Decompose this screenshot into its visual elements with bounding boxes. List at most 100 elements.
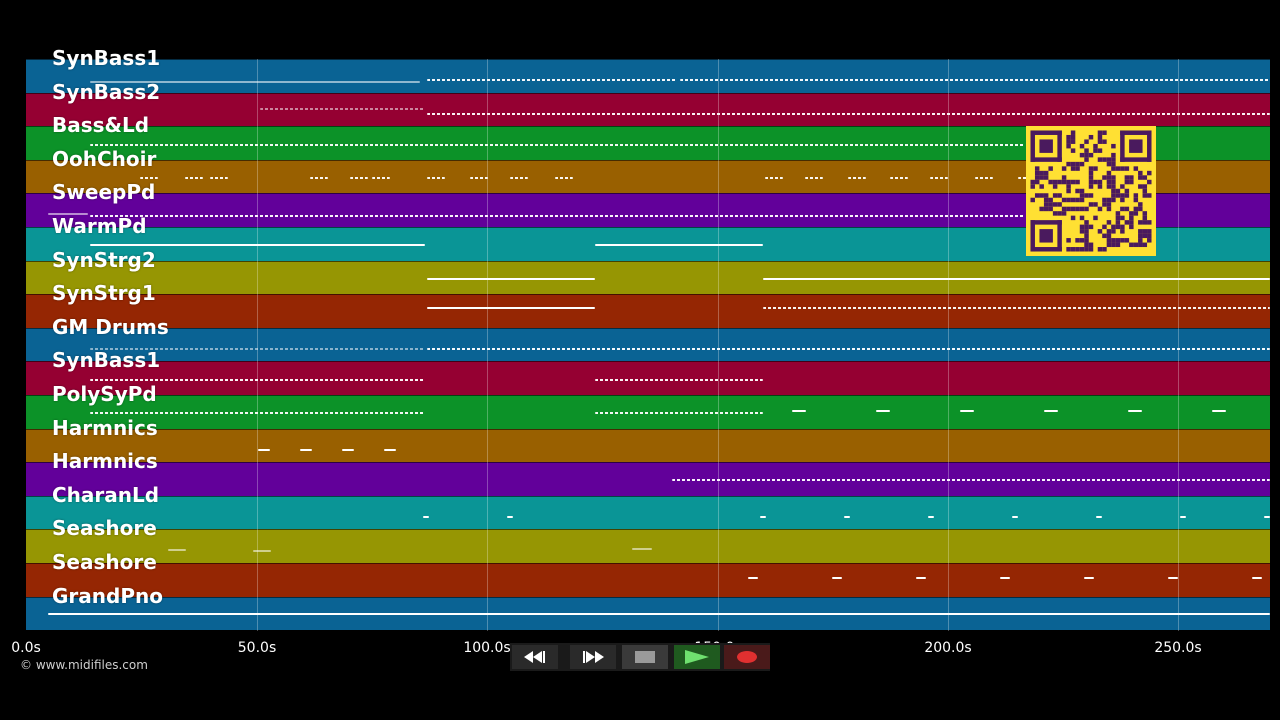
track-label: WarmPd: [52, 214, 147, 238]
copyright-credit: © www.midifiles.com: [20, 658, 148, 672]
note: [427, 347, 1270, 350]
note: [90, 81, 420, 83]
note: [48, 612, 1270, 615]
qr-code[interactable]: [1026, 126, 1156, 256]
note: [760, 515, 766, 518]
note: [470, 176, 488, 179]
note: [595, 244, 763, 246]
time-tick-label: 100.0s: [463, 640, 511, 656]
note: [960, 410, 974, 412]
gridline: [487, 59, 488, 631]
track-lane[interactable]: [26, 361, 1270, 395]
note: [210, 176, 228, 179]
track-label: SweepPd: [52, 180, 156, 205]
note: [844, 515, 850, 518]
note: [1000, 577, 1010, 579]
note: [140, 176, 158, 179]
note: [427, 277, 595, 280]
track-label: CharanLd: [52, 482, 160, 507]
note: [90, 379, 425, 382]
gridline: [948, 59, 949, 631]
note: [632, 548, 652, 551]
note: [1128, 410, 1142, 412]
track-label: SynStrg2: [52, 247, 156, 272]
note: [1264, 515, 1270, 518]
gridline: [718, 59, 719, 631]
note: [975, 176, 993, 179]
note: [1044, 410, 1058, 412]
note: [1096, 515, 1102, 518]
note: [916, 577, 926, 579]
note: [876, 410, 890, 412]
note: [507, 515, 513, 518]
note: [48, 213, 88, 216]
record-button[interactable]: [724, 645, 770, 669]
track-lane[interactable]: [26, 59, 1270, 93]
note: [384, 448, 396, 451]
note: [930, 176, 948, 179]
play-icon: [685, 650, 709, 664]
note: [805, 176, 823, 179]
note: [680, 79, 1270, 81]
note: [890, 176, 908, 179]
track-lane[interactable]: [26, 395, 1270, 429]
play-button[interactable]: [674, 645, 720, 669]
note: [792, 410, 806, 412]
note: [423, 515, 429, 518]
note: [510, 176, 528, 179]
note: [372, 176, 390, 179]
note: [253, 550, 271, 553]
time-tick-label: 250.0s: [1154, 640, 1202, 656]
note: [90, 347, 425, 350]
track-label: SynBass1: [52, 348, 161, 373]
track-lane[interactable]: [26, 462, 1270, 496]
note: [595, 379, 763, 382]
rewind-icon: [524, 651, 545, 663]
note: [672, 479, 1270, 482]
fast-forward-icon: [583, 651, 604, 663]
note: [848, 176, 866, 179]
note: [763, 307, 1270, 310]
track-label: Harmnics: [52, 415, 158, 440]
note: [90, 244, 425, 246]
note: [763, 277, 1270, 280]
track-lane[interactable]: [26, 428, 1270, 463]
note: [342, 448, 354, 451]
rewind-button[interactable]: [512, 645, 558, 669]
note: [185, 176, 203, 179]
time-tick-label: 0.0s: [11, 640, 41, 656]
track-lane[interactable]: [26, 529, 1270, 563]
note: [1252, 577, 1262, 579]
track-label: Harmnics: [52, 449, 158, 474]
note: [90, 215, 1025, 218]
gridline: [257, 59, 258, 631]
stop-icon: [635, 651, 655, 663]
track-label: OohChoir: [52, 146, 157, 171]
note: [258, 448, 270, 451]
note: [928, 515, 934, 518]
note: [260, 107, 425, 110]
track-lane[interactable]: [26, 563, 1270, 597]
track-label: SynBass2: [52, 79, 161, 104]
note: [765, 176, 783, 179]
note: [1012, 515, 1018, 518]
note: [300, 448, 312, 451]
track-lane[interactable]: [26, 260, 1270, 295]
track-label: SynBass1: [52, 46, 161, 70]
track-lane[interactable]: [26, 294, 1270, 328]
track-lane[interactable]: [26, 92, 1270, 127]
note: [427, 79, 677, 81]
note: [350, 176, 368, 179]
track-lane[interactable]: [26, 495, 1270, 530]
record-icon: [737, 651, 757, 663]
note: [90, 144, 1025, 147]
track-lane[interactable]: [26, 327, 1270, 362]
fast-forward-button[interactable]: [570, 645, 616, 669]
note: [748, 577, 758, 579]
note: [595, 412, 763, 414]
note: [832, 577, 842, 579]
stop-button[interactable]: [622, 645, 668, 669]
track-label: Bass&Ld: [52, 113, 150, 138]
note: [555, 176, 573, 179]
